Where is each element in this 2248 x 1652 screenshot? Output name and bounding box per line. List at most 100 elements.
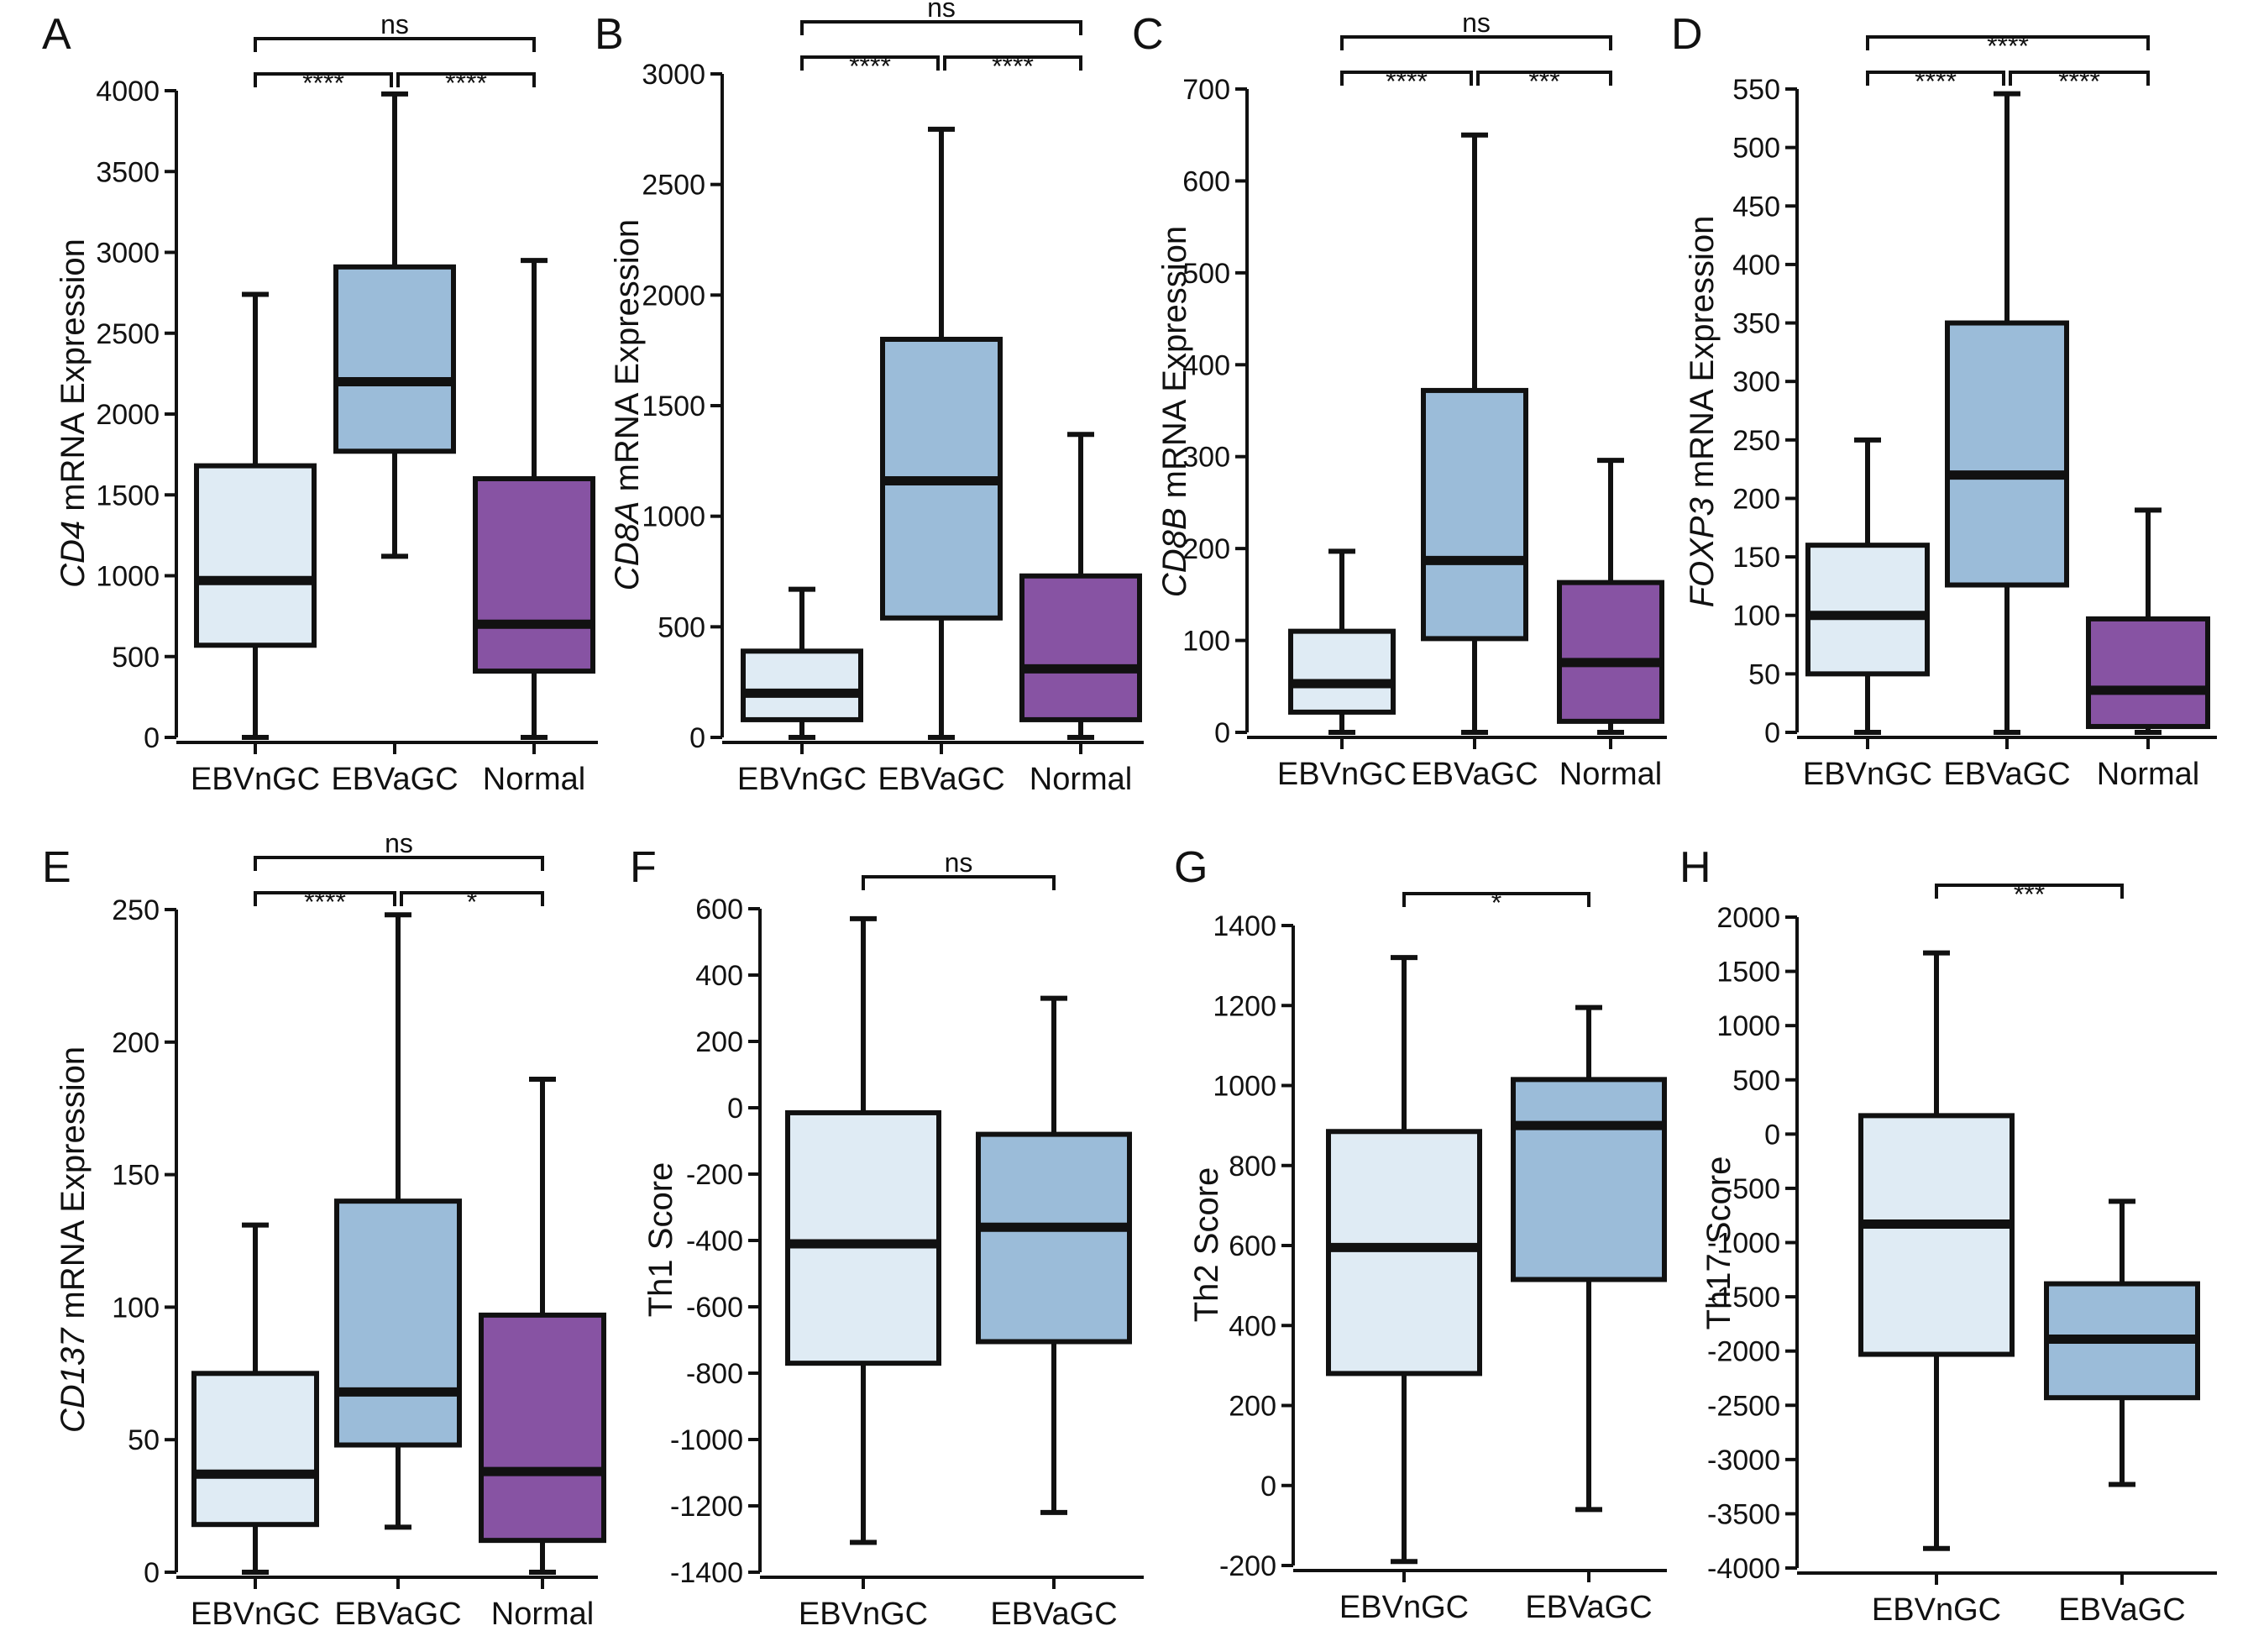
significance-bracket: ns bbox=[1340, 8, 1612, 50]
y-tick-label: 0 bbox=[1764, 1119, 1780, 1151]
box-rect bbox=[191, 1371, 319, 1528]
category-label: EBVnGC bbox=[1339, 1590, 1469, 1625]
bracket-line bbox=[862, 875, 1056, 890]
bracket-line bbox=[800, 55, 940, 71]
chart-panel-h: H -4000 -3500 -3000 -2500 -2000 -1500 -1000 -500… bbox=[1679, 843, 2217, 1628]
bracket-line bbox=[254, 891, 396, 906]
box-ebvagc: EBVaGC bbox=[2044, 1198, 2200, 1628]
y-axis-label-text: mRNA Expression bbox=[55, 1046, 92, 1329]
y-tick-label: -1500 bbox=[1707, 1282, 1780, 1314]
y-tick-label: 1000 bbox=[1716, 1010, 1780, 1042]
chart-panel-c: C 0 100 200 300 400 500 600 700 CD8B mRNA Express… bbox=[1132, 8, 1667, 792]
y-tick-label: 2500 bbox=[642, 170, 705, 202]
y-tick-label: 500 bbox=[1182, 258, 1230, 290]
y-tick-label: -1000 bbox=[670, 1424, 743, 1456]
panel-letter: H bbox=[1679, 843, 1711, 892]
significance-label: **** bbox=[2058, 66, 2100, 97]
significance-bracket: **** bbox=[254, 68, 393, 98]
box-ebvngc: EBVnGC bbox=[785, 915, 941, 1632]
y-axis-label-text: Th2 Score bbox=[1188, 1167, 1225, 1323]
significance-bracket: * bbox=[1402, 888, 1590, 918]
y-tick-label: 400 bbox=[1229, 1310, 1276, 1342]
significance-bracket: ns bbox=[254, 828, 544, 871]
chart-panel-a: A 0 500 1000 1500 2000 2500 3000 3500 4000 CD4 mRN… bbox=[42, 9, 598, 797]
box-normal: Normal bbox=[479, 1076, 606, 1632]
y-tick-label: 400 bbox=[1732, 249, 1780, 281]
significance-label: ns bbox=[945, 847, 973, 878]
box-rect bbox=[473, 476, 595, 674]
y-tick-label: 600 bbox=[695, 894, 743, 926]
box-rect bbox=[1019, 573, 1142, 722]
bracket-line bbox=[1340, 35, 1612, 50]
bracket-line bbox=[1402, 892, 1590, 907]
y-tick-label: 200 bbox=[1229, 1391, 1276, 1423]
y-tick-label: 50 bbox=[128, 1424, 160, 1456]
y-tick-label: 4000 bbox=[96, 76, 160, 108]
box-rect bbox=[194, 463, 317, 648]
box-rect bbox=[785, 1109, 941, 1366]
bracket-line bbox=[1935, 884, 2124, 899]
category-label: EBVaGC bbox=[1525, 1590, 1652, 1625]
significance-label: * bbox=[467, 887, 477, 917]
significance-bracket: **** bbox=[396, 68, 536, 98]
y-tick-label: 500 bbox=[1732, 133, 1780, 165]
significance-label: **** bbox=[304, 887, 346, 917]
significance-bracket: ns bbox=[800, 0, 1082, 35]
category-label: EBVnGC bbox=[191, 1597, 320, 1632]
bracket-line bbox=[400, 891, 544, 906]
chart-panel-g: G -200 0 200 400 600 800 1000 1200 1400 Th2 Score E… bbox=[1174, 843, 1667, 1625]
chart-panel-f: F -1400 -1200 -1000 -800 -600 -400 -200 0 200 400 6… bbox=[630, 843, 1144, 1632]
y-tick-label: 200 bbox=[695, 1026, 743, 1058]
y-tick-label: 1500 bbox=[1716, 957, 1780, 989]
y-tick-label: 3000 bbox=[642, 59, 705, 91]
bracket-line bbox=[1866, 71, 2005, 86]
bracket-line bbox=[254, 856, 544, 871]
significance-bracket: **** bbox=[1340, 66, 1473, 97]
y-tick-label: 1000 bbox=[642, 501, 705, 533]
category-label: Normal bbox=[1559, 757, 1662, 792]
y-tick-label: 1500 bbox=[96, 480, 160, 511]
box-normal: Normal bbox=[1019, 432, 1142, 797]
chart-panel-d: D 0 50 100 150 200 250 300 350 400 450 500 550 FOXP3 … bbox=[1671, 10, 2217, 792]
box-ebvagc: EBVaGC bbox=[331, 91, 459, 797]
y-tick-label: 250 bbox=[1732, 425, 1780, 457]
chart-panel-e: E 0 50 100 150 200 250 CD137 mRNA Expression EBV… bbox=[42, 828, 606, 1632]
y-tick-label: 2000 bbox=[1716, 902, 1780, 934]
y-axis-label-gene: CD8B bbox=[1156, 507, 1193, 597]
box-rect bbox=[479, 1312, 606, 1544]
y-axis-label: Th1 Score bbox=[642, 1162, 679, 1318]
bracket-line bbox=[2009, 71, 2150, 86]
y-tick-label: 3000 bbox=[96, 238, 160, 270]
significance-bracket: ns bbox=[862, 847, 1056, 890]
y-tick-label: -500 bbox=[1723, 1173, 1780, 1205]
box-ebvngc: EBVnGC bbox=[737, 586, 867, 797]
y-tick-label: 200 bbox=[112, 1027, 160, 1059]
box-ebvagc: EBVaGC bbox=[1511, 1004, 1667, 1625]
box-ebvagc: EBVaGC bbox=[334, 912, 462, 1632]
y-tick-label: 2000 bbox=[642, 280, 705, 312]
y-tick-label: 500 bbox=[112, 642, 160, 674]
y-tick-label: 600 bbox=[1182, 165, 1230, 197]
y-axis-label: CD4 mRNA Expression bbox=[55, 239, 92, 588]
bracket-line bbox=[1340, 71, 1473, 86]
box-rect bbox=[1858, 1113, 2015, 1357]
y-tick-label: 100 bbox=[112, 1292, 160, 1324]
y-tick-label: 3500 bbox=[96, 156, 160, 188]
y-tick-label: -3000 bbox=[1707, 1445, 1780, 1476]
box-ebvagc: EBVaGC bbox=[878, 126, 1005, 797]
significance-label: ns bbox=[385, 828, 413, 858]
y-axis-label-text: mRNA Expression bbox=[55, 239, 92, 521]
box-normal: Normal bbox=[2086, 507, 2210, 792]
y-tick-label: 400 bbox=[695, 960, 743, 992]
box-ebvngc: EBVnGC bbox=[191, 291, 320, 797]
y-tick-label: 100 bbox=[1182, 626, 1230, 658]
y-axis-label: CD137 mRNA Expression bbox=[55, 1046, 92, 1433]
y-tick-label: -200 bbox=[1219, 1550, 1276, 1582]
significance-label: * bbox=[1491, 888, 1501, 918]
chart-panel-b: B 0 500 1000 1500 2000 2500 3000 CD8A mRNA Expre… bbox=[595, 0, 1144, 797]
box-ebvagc: EBVaGC bbox=[1411, 132, 1538, 792]
significance-bracket: **** bbox=[1866, 31, 2150, 61]
box-rect bbox=[1557, 580, 1664, 724]
y-tick-label: 1000 bbox=[96, 561, 160, 593]
y-tick-label: -4000 bbox=[1707, 1553, 1780, 1585]
